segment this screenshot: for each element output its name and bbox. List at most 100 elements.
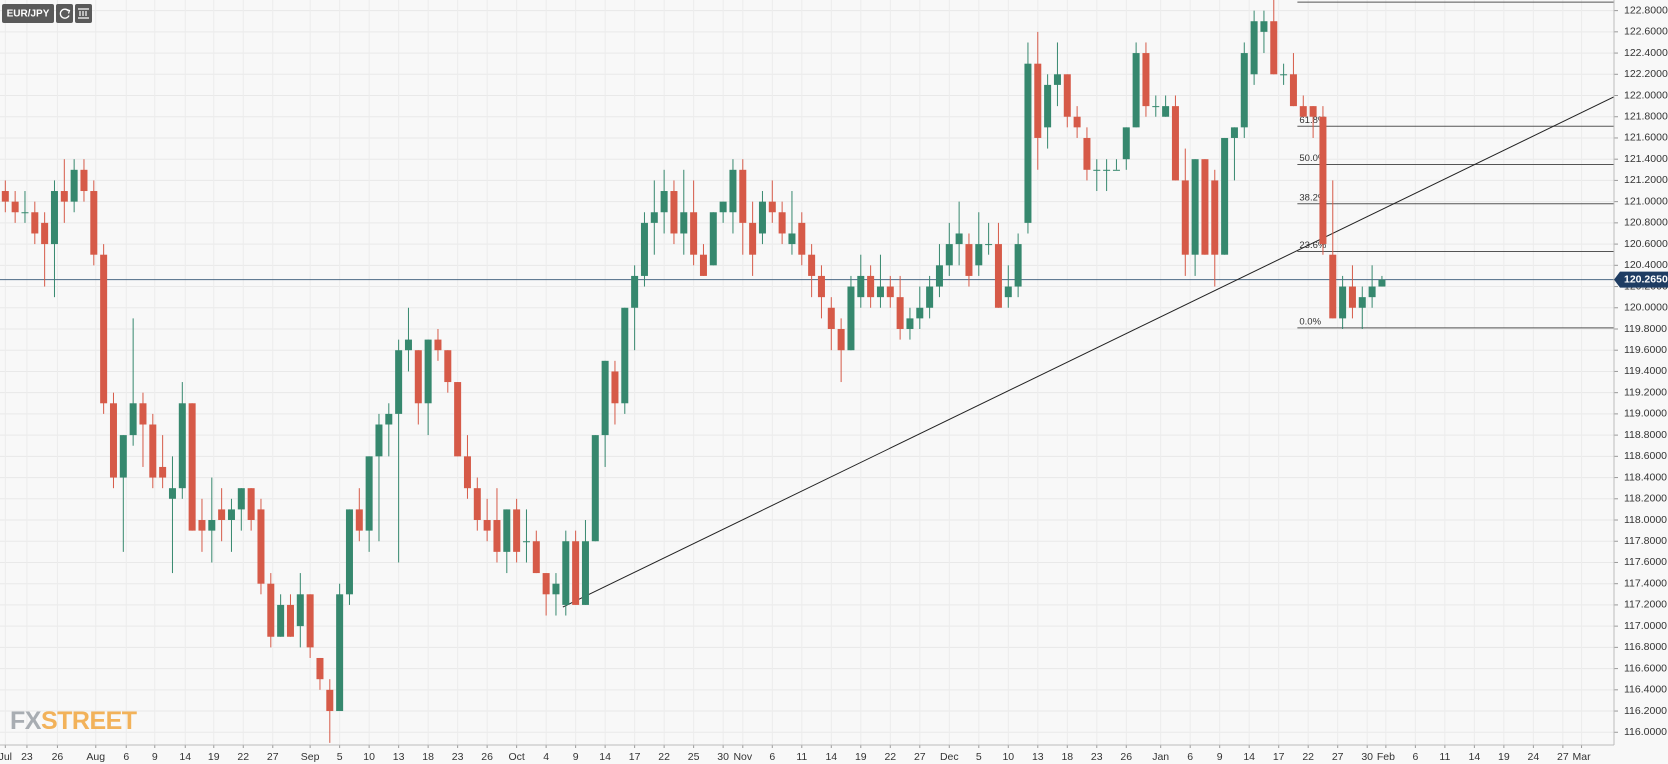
x-tick-label: 14 [825, 751, 837, 763]
candle-body [699, 254, 707, 276]
x-tick-label: 9 [152, 751, 158, 763]
y-tick-label: 117.8000 [1624, 535, 1667, 547]
candle-body [1073, 116, 1081, 128]
candle-body [139, 403, 147, 425]
x-tick-label: 5 [976, 751, 982, 763]
candle-body [1368, 286, 1376, 298]
candle-body [227, 509, 235, 521]
x-tick-label: 18 [422, 751, 434, 763]
candle-body [916, 307, 924, 319]
candle-body [41, 222, 49, 245]
candle-body [1319, 116, 1327, 245]
candle-body [503, 509, 511, 552]
x-tick-label: 14 [1469, 751, 1481, 763]
candle-body [965, 244, 973, 276]
refresh-button[interactable] [56, 4, 73, 23]
candle-body [788, 233, 796, 245]
candle-body [1063, 74, 1071, 117]
candle-body [985, 244, 993, 246]
x-tick-label: 24 [1528, 751, 1540, 763]
candle-body [159, 466, 167, 478]
candle-body [1221, 137, 1229, 255]
candle-body [1230, 127, 1238, 138]
candle-body [1112, 169, 1120, 171]
y-tick-label: 117.2000 [1624, 599, 1667, 611]
x-tick-label: 27 [267, 751, 279, 763]
candle-body [1270, 21, 1278, 75]
candle-body [513, 509, 521, 552]
candle-body [955, 233, 963, 245]
x-tick-label: 26 [481, 751, 493, 763]
y-tick-label: 118.0000 [1624, 514, 1667, 526]
candle-body [129, 403, 137, 436]
candle-body [404, 339, 412, 351]
candle-body [542, 573, 550, 595]
candle-body [896, 297, 904, 329]
candle-body [237, 488, 245, 510]
y-tick-label: 121.4000 [1624, 153, 1668, 165]
candle-body [365, 456, 373, 531]
candle-body [11, 201, 19, 213]
symbol-button[interactable] [2, 4, 54, 23]
candle-body [1280, 74, 1288, 76]
candle-body [1358, 297, 1366, 308]
candle-body [670, 191, 678, 234]
candle-body [198, 520, 206, 531]
y-tick-label: 119.2000 [1624, 386, 1667, 398]
candle-body [975, 244, 983, 266]
candle-body [758, 201, 766, 234]
candle-body [581, 541, 589, 605]
candle-body [100, 254, 108, 404]
x-tick-label: 17 [1273, 751, 1285, 763]
overlays: 0.0%23.6%38.2%50.0%61.8% [0, 1, 1614, 608]
fib-level-label: 50.0% [1299, 153, 1326, 164]
candle-body [778, 212, 786, 234]
x-tick-label: 22 [1302, 751, 1314, 763]
x-tick-label: 11 [796, 751, 807, 763]
candle-body [1162, 106, 1170, 117]
candle-body [1289, 74, 1297, 107]
candle-body [1299, 106, 1307, 117]
candle-body [1378, 279, 1386, 287]
y-tick-label: 117.6000 [1624, 556, 1667, 568]
candle-body [1152, 106, 1160, 108]
candle-body [188, 403, 196, 531]
candle-body [463, 456, 471, 489]
candle-body [1122, 127, 1130, 160]
candle-body [1240, 53, 1248, 128]
candle-body [434, 339, 442, 351]
x-tick-label: 30 [1361, 751, 1373, 763]
fib-level-label: 23.6% [1299, 240, 1326, 251]
y-tick-label: 120.4000 [1624, 259, 1668, 271]
x-tick-label: 13 [1032, 751, 1044, 763]
candle-body [827, 307, 835, 329]
x-tick-label: 23 [21, 751, 33, 763]
candle-body [21, 212, 29, 214]
candle-body [690, 212, 698, 255]
candle-body [257, 509, 265, 584]
candle-body [1132, 53, 1140, 128]
candles [1, 0, 1386, 743]
trendline [562, 96, 1614, 608]
candle-body [70, 169, 78, 202]
y-tick-label: 121.0000 [1624, 195, 1668, 207]
candle-body [80, 169, 88, 192]
y-tick-label: 116.0000 [1624, 726, 1667, 738]
candle-body [345, 509, 353, 595]
x-tick-label: 5 [337, 751, 343, 763]
x-tick-label: 27 [1332, 751, 1344, 763]
candle-body [1348, 286, 1356, 308]
y-tick-label: 117.4000 [1624, 577, 1667, 589]
candle-body [247, 488, 255, 521]
candle-body [739, 169, 747, 223]
candle-body [60, 191, 68, 202]
candle-body [1142, 53, 1150, 107]
candle-body [454, 382, 462, 457]
last-price-box [1614, 271, 1668, 288]
x-tick-label: 6 [123, 751, 129, 763]
y-tick-label: 119.4000 [1624, 365, 1667, 377]
x-tick-label: 9 [573, 751, 579, 763]
y-tick-label: 122.8000 [1624, 4, 1668, 16]
candle-body [31, 212, 39, 234]
